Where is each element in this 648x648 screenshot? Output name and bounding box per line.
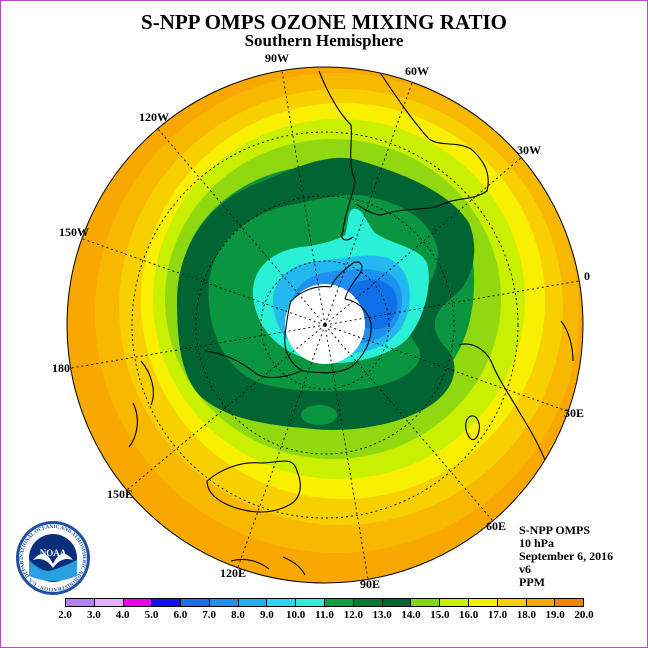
colorbar-swatch	[267, 599, 297, 606]
map-subtitle: Southern Hemisphere	[244, 31, 404, 50]
colorbar-tick-label: 11.0	[315, 609, 334, 621]
colorbar-tick-label: 10.0	[286, 609, 306, 621]
colorbar-swatch	[296, 599, 326, 606]
colorbar-tick-label: 8.0	[231, 609, 245, 621]
lon-label-90e: 90E	[360, 577, 381, 591]
colorbar-swatch	[411, 599, 441, 606]
ozone-field	[67, 67, 583, 583]
coast-australia	[206, 460, 301, 513]
meridian-30w	[324, 156, 523, 326]
colorbar-swatch	[353, 599, 383, 606]
colorbar-tick-label: 13.0	[372, 609, 392, 621]
colorbar	[65, 598, 584, 607]
colorbar-swatch	[526, 599, 556, 606]
colorbar-tick-label: 4.0	[115, 609, 130, 621]
colorbar-swatch	[94, 599, 124, 606]
colorbar-tick-label: 18.0	[516, 609, 536, 621]
lon-label-90w: 90W	[265, 51, 289, 65]
noaa-logo: NATIONAL OCEANIC AND ATMOSPHERIC ADMINIS…	[15, 520, 90, 595]
meridian-60e	[324, 324, 494, 522]
lon-label-180: 180	[52, 361, 70, 375]
colorbar-tick-label: 14.0	[401, 609, 421, 621]
lon-label-30e: 30E	[564, 406, 585, 420]
info-units: PPM	[519, 575, 545, 589]
product-info: S-NPP OMPS 10 hPa September 6, 2016 v6 P…	[519, 524, 613, 589]
colorbar-tick-label: 7.0	[202, 609, 217, 621]
colorbar-tick-label: 12.0	[343, 609, 363, 621]
colorbar-swatch	[325, 599, 354, 606]
info-date: September 6, 2016	[519, 549, 614, 563]
coast-southern-africa-tip	[560, 320, 574, 362]
colorbar-tick-label: 3.0	[86, 609, 101, 621]
colorbar-tick-label: 2.0	[58, 609, 72, 621]
colorbar-tick-label: 9.0	[259, 609, 274, 621]
colorbar-swatch	[440, 599, 469, 606]
colorbar-swatch	[181, 599, 210, 606]
colorbar-tick-label: 5.0	[144, 609, 159, 621]
coast-ross-sea	[204, 350, 302, 379]
colorbar-tick-label: 15.0	[430, 609, 450, 621]
colorbar-swatch	[123, 599, 153, 606]
coast-antarctica	[284, 286, 372, 374]
map-boundary	[66, 66, 584, 584]
coast-south-america-east	[356, 70, 489, 216]
colorbar-swatch	[382, 599, 412, 606]
coast-madagascar	[465, 415, 480, 441]
latitude-circle-60s	[195, 195, 455, 455]
colorbar-tick-label: 6.0	[173, 609, 188, 621]
pole-marker	[323, 322, 327, 326]
map-title: S-NPP OMPS OZONE MIXING RATIO	[141, 10, 507, 34]
logo-text: NOAA	[40, 548, 67, 558]
ozone-patch-south	[301, 405, 337, 425]
colorbar-swatch	[66, 599, 95, 606]
colorbar-tick-label: 17.0	[487, 609, 508, 621]
coast-indonesia	[230, 556, 306, 576]
coast-new-zealand	[128, 360, 154, 448]
info-version: v6	[519, 562, 531, 576]
coast-antarctic-peninsula	[330, 261, 363, 300]
colorbar-tick-label: 19.0	[545, 609, 565, 621]
lon-label-150w: 150W	[59, 225, 89, 239]
latitude-circle-45s	[131, 131, 519, 519]
colorbar-swatch	[238, 599, 268, 606]
lon-label-30w: 30W	[517, 143, 541, 157]
colorbar-tick-label: 16.0	[459, 609, 479, 621]
coast-south-america	[318, 70, 356, 241]
info-instrument: S-NPP OMPS	[519, 523, 590, 537]
lon-label-60e: 60E	[486, 519, 507, 533]
lon-label-60w: 60W	[405, 64, 429, 78]
colorbar-swatch	[555, 599, 584, 606]
ozone-patch-west	[215, 283, 243, 303]
coastlines	[128, 70, 574, 576]
colorbar-swatch	[152, 599, 182, 606]
graticule	[70, 70, 580, 580]
colorbar-swatch	[497, 599, 527, 606]
colorbar-labels: 2.0 3.0 4.0 5.0 6.0 7.0 8.0 9.0 10.0 11.0 12.0 13.0…	[1, 609, 647, 623]
lon-label-120w: 120W	[139, 110, 169, 124]
coast-africa	[458, 343, 554, 484]
colorbar-tick-label: 20.0	[574, 609, 594, 621]
colorbar-swatch	[209, 599, 239, 606]
colorbar-swatch	[468, 599, 498, 606]
info-pressure-level: 10 hPa	[519, 536, 555, 550]
lon-label-0: 0	[584, 269, 590, 283]
lon-label-150e: 150E	[107, 487, 134, 501]
lon-label-120e: 120E	[220, 566, 247, 580]
latitude-circle-75s	[260, 260, 390, 390]
